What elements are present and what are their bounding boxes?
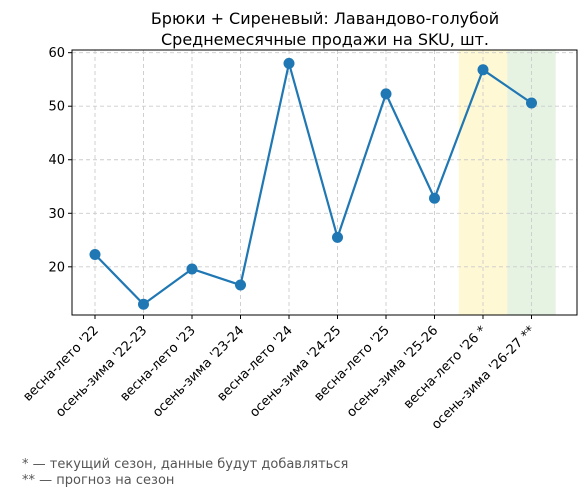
data-point — [283, 57, 295, 69]
y-tick-label: 20 — [48, 260, 65, 275]
data-point — [89, 249, 101, 261]
data-point — [429, 192, 440, 204]
footnote-current-season: * — текущий сезон, данные будут добавлят… — [22, 457, 349, 472]
y-tick-label: 40 — [48, 153, 65, 168]
data-point — [332, 231, 343, 243]
data-point — [138, 298, 149, 310]
y-tick-label: 60 — [48, 46, 65, 61]
data-point — [186, 263, 198, 275]
y-tick-label: 30 — [48, 207, 65, 222]
data-point — [235, 279, 246, 291]
x-tick-label: осень-зима '24-25 — [247, 323, 344, 420]
x-tick-label: весна-лето '26 * — [401, 323, 490, 412]
data-point — [477, 64, 489, 76]
series-line — [94, 62, 533, 306]
x-tick-label: осень-зима '22-23 — [53, 323, 150, 420]
data-point — [380, 88, 392, 100]
line-chart: Брюки + Сиреневый: Лавандово-голубой Сре… — [20, 9, 578, 433]
chart-subtitle: Среднемесячные продажи на SKU, шт. — [161, 30, 489, 49]
y-tick-label: 50 — [48, 100, 65, 115]
x-tick-label: осень-зима '23-24 — [150, 323, 247, 420]
chart-title: Брюки + Сиреневый: Лавандово-голубой — [151, 9, 499, 28]
x-tick-label: осень-зима '25-26 — [344, 323, 441, 420]
data-point — [526, 97, 537, 109]
axes-frame — [71, 49, 578, 316]
footnote-forecast: ** — прогноз на сезон — [22, 473, 175, 488]
